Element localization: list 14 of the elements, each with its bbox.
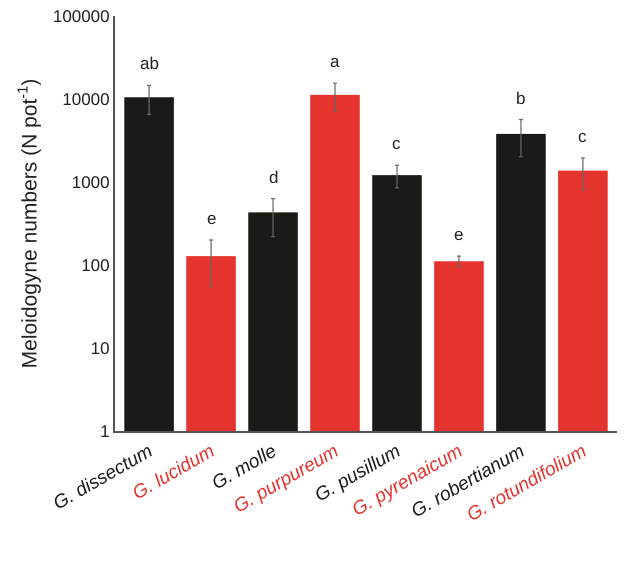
y-tick-label: 1 [100, 422, 110, 441]
annotation: c [578, 127, 587, 146]
y-tick-label: 10 [90, 338, 110, 358]
y-tick-label: 10000 [62, 90, 110, 109]
annotation: a [330, 52, 340, 71]
annotation: ab [140, 54, 159, 73]
annotation: e [454, 225, 464, 244]
y-tick-label: 100000 [52, 6, 110, 26]
annotation: c [392, 134, 401, 153]
y-tick-label: 100 [81, 256, 110, 275]
annotation: d [269, 168, 278, 187]
y-tick-label: 1000 [72, 172, 110, 192]
annotation: e [207, 209, 216, 228]
annotation: b [516, 89, 526, 108]
